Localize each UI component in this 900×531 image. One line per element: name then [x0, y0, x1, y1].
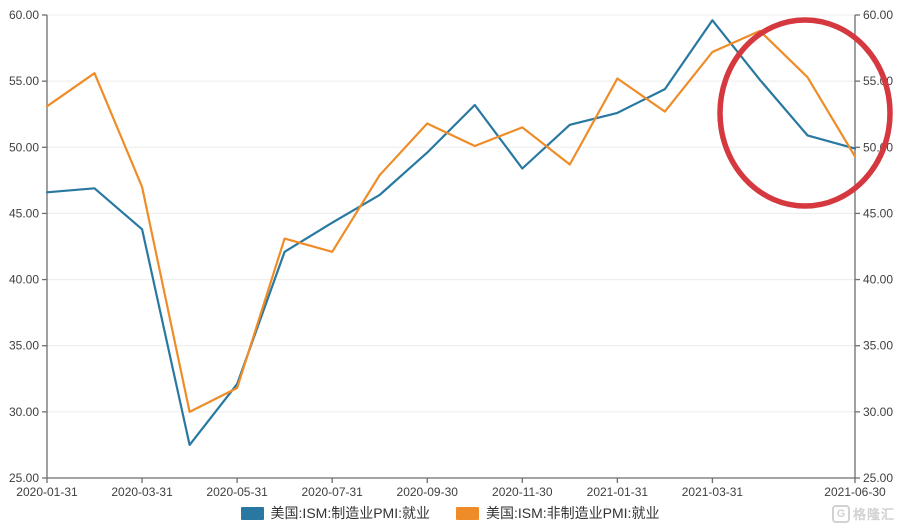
- y-tick-label-left-25: 25.00: [9, 471, 39, 485]
- legend-item-manufacturing-pmi[interactable]: 美国:ISM:制造业PMI:就业: [240, 505, 430, 521]
- x-tick-label-2020-11-30: 2020-11-30: [492, 485, 553, 499]
- y-tick-label-right-40: 40.00: [863, 273, 893, 287]
- y-tick-label-left-55: 55.00: [9, 74, 39, 88]
- y-tick-label-left-50: 50.00: [9, 140, 39, 154]
- y-tick-label-left-40: 40.00: [9, 273, 39, 287]
- series-line-0: [45, 19, 857, 446]
- x-tick-label-2020-01-31: 2020-01-31: [16, 485, 78, 499]
- gelonghui-logo-icon: G: [831, 504, 850, 523]
- watermark-text: 格隆汇: [852, 507, 895, 522]
- x-tick-label-2021-06-30: 2021-06-30: [824, 485, 886, 499]
- y-tick-label-left-35: 35.00: [9, 339, 39, 353]
- x-tick-label-2020-05-31: 2020-05-31: [206, 485, 268, 499]
- x-tick-label-2021-03-31: 2021-03-31: [682, 485, 744, 499]
- x-tick-label-2020-09-30: 2020-09-30: [397, 485, 459, 499]
- legend-label-nonmanufacturing: 美国:ISM:非制造业PMI:就业: [486, 505, 660, 521]
- legend-label-manufacturing: 美国:ISM:制造业PMI:就业: [270, 505, 430, 521]
- y-tick-label-left-60: 60.00: [9, 8, 39, 22]
- watermark-gelonghui: G 格隆汇: [831, 504, 895, 523]
- x-tick-label-2020-03-31: 2020-03-31: [111, 485, 173, 499]
- y-tick-label-left-30: 30.00: [9, 405, 39, 419]
- y-tick-label-right-45: 45.00: [863, 206, 893, 220]
- y-tick-label-right-60: 60.00: [863, 8, 893, 22]
- y-tick-label-right-25: 25.00: [863, 471, 893, 485]
- legend-item-nonmanufacturing-pmi[interactable]: 美国:ISM:非制造业PMI:就业: [456, 505, 659, 521]
- y-tick-label-right-50: 50.00: [863, 140, 893, 154]
- chart-legend: 美国:ISM:制造业PMI:就业 美国:ISM:非制造业PMI:就业: [0, 505, 900, 521]
- y-tick-label-right-35: 35.00: [863, 339, 893, 353]
- x-tick-label-2021-01-31: 2021-01-31: [587, 485, 649, 499]
- y-tick-label-left-45: 45.00: [9, 206, 39, 220]
- legend-swatch-manufacturing-icon: [240, 506, 264, 520]
- x-tick-label-2020-07-31: 2020-07-31: [301, 485, 363, 499]
- legend-swatch-nonmanufacturing-icon: [456, 506, 479, 520]
- series-line-1: [45, 29, 857, 413]
- y-tick-label-right-30: 30.00: [863, 405, 893, 419]
- annotation-ellipse: [717, 17, 893, 209]
